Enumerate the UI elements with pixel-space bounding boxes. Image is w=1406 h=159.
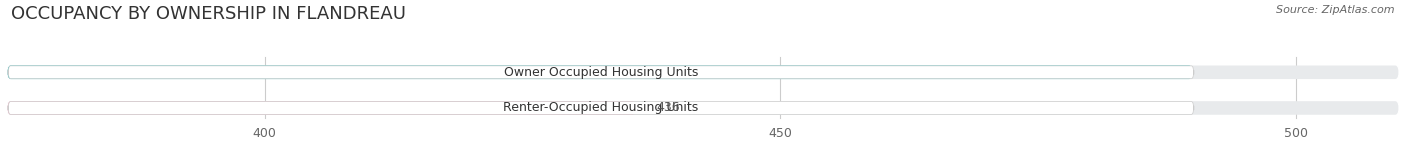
FancyBboxPatch shape [7,101,1399,115]
FancyBboxPatch shape [7,66,1399,79]
FancyBboxPatch shape [7,101,636,115]
FancyBboxPatch shape [7,66,1192,79]
Text: Owner Occupied Housing Units: Owner Occupied Housing Units [503,66,699,79]
Text: 436: 436 [657,101,681,114]
Text: 490: 490 [1146,66,1173,79]
FancyBboxPatch shape [8,66,1194,79]
Text: Source: ZipAtlas.com: Source: ZipAtlas.com [1277,5,1395,15]
FancyBboxPatch shape [8,102,1194,114]
Text: OCCUPANCY BY OWNERSHIP IN FLANDREAU: OCCUPANCY BY OWNERSHIP IN FLANDREAU [11,5,406,23]
Text: Renter-Occupied Housing Units: Renter-Occupied Housing Units [503,101,699,114]
